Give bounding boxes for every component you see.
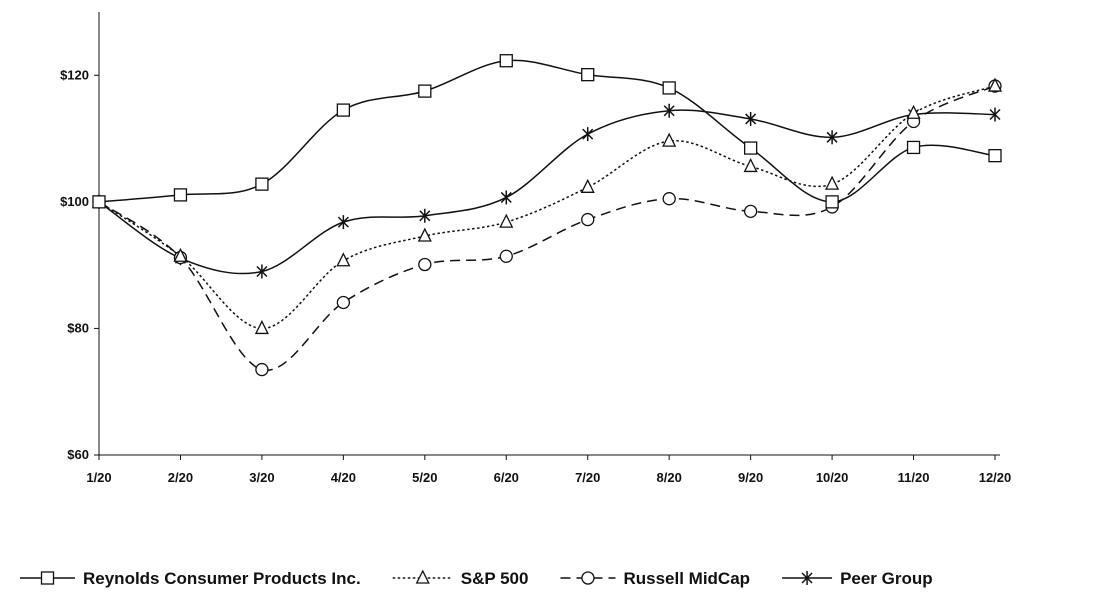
data-point: [256, 264, 268, 279]
legend-label: Reynolds Consumer Products Inc.: [83, 569, 361, 588]
plot-area: [91, 54, 1003, 377]
data-point: [500, 190, 512, 205]
series-reynolds-consumer-products-inc-: [92, 54, 1002, 209]
x-tick-label: 7/20: [575, 470, 600, 485]
x-tick-label: 1/20: [86, 470, 111, 485]
y-axis: $60 $80 $100 $120: [60, 12, 100, 462]
series-line: [98, 85, 996, 371]
data-point: [826, 130, 838, 145]
data-point: [582, 127, 594, 142]
series-peer-group: [93, 103, 1001, 279]
x-tick-label: 10/20: [816, 470, 849, 485]
legend: Reynolds Consumer Products Inc. S&P 500 Ru…: [20, 569, 933, 588]
y-tick-label: $60: [67, 447, 89, 462]
data-point: [743, 141, 758, 155]
series-line: [98, 109, 996, 275]
data-point: [825, 175, 840, 190]
data-point: [418, 84, 432, 98]
legend-label: Russell MidCap: [623, 569, 750, 588]
data-point: [987, 77, 1003, 92]
data-point: [663, 103, 675, 118]
data-point: [337, 215, 349, 230]
data-point: [92, 195, 106, 209]
x-tick-label: 5/20: [412, 470, 437, 485]
data-point: [581, 68, 595, 82]
y-tick-label: $80: [67, 320, 89, 335]
y-tick-label: $100: [60, 194, 89, 209]
data-point: [906, 140, 921, 155]
legend-marker: [801, 571, 813, 585]
data-point: [988, 149, 1002, 163]
data-point: [906, 104, 921, 119]
data-point: [336, 103, 351, 117]
data-point: [580, 178, 595, 193]
data-point: [662, 132, 677, 147]
data-point: [743, 204, 758, 219]
x-tick-label: 11/20: [898, 470, 930, 485]
data-point: [417, 227, 432, 242]
data-point: [499, 54, 513, 68]
legend-item: Peer Group: [782, 569, 933, 588]
data-point: [419, 208, 431, 223]
x-tick-label: 12/20: [979, 470, 1012, 485]
data-point: [825, 195, 839, 209]
legend-item: S&P 500: [392, 569, 529, 588]
data-point: [255, 362, 269, 377]
data-point: [989, 107, 1001, 122]
legend-item: Russell MidCap: [560, 569, 750, 588]
data-point: [662, 81, 676, 95]
legend-marker: [415, 569, 430, 584]
legend-item: Reynolds Consumer Products Inc.: [20, 569, 361, 588]
legend-label: S&P 500: [461, 569, 529, 588]
series-russell-midcap: [92, 79, 1002, 377]
x-tick-label: 9/20: [738, 470, 763, 485]
x-tick-label: 3/20: [249, 470, 274, 485]
data-point: [499, 249, 513, 263]
x-tick-label: 4/20: [331, 470, 356, 485]
legend-label: Peer Group: [840, 569, 933, 588]
y-tick-label: $120: [60, 67, 89, 82]
data-point: [581, 212, 595, 227]
data-point: [499, 213, 514, 228]
series-s-p-500: [91, 77, 1003, 335]
data-point: [254, 319, 269, 335]
data-point: [173, 247, 188, 262]
legend-marker: [40, 571, 55, 585]
x-axis: 1/20 2/20 3/20 4/20 5/20 6/20 7/20 8/20 9/20 10/2…: [86, 454, 1012, 485]
series-line: [98, 85, 996, 330]
x-tick-label: 2/20: [168, 470, 193, 485]
data-point: [745, 111, 757, 126]
x-tick-label: 6/20: [494, 470, 519, 485]
data-point: [662, 192, 676, 206]
legend-marker: [581, 571, 595, 585]
data-point: [336, 295, 351, 310]
data-point: [743, 157, 758, 173]
data-point: [255, 177, 269, 191]
data-point: [336, 252, 351, 267]
data-point: [173, 188, 188, 202]
x-tick-label: 8/20: [657, 470, 682, 485]
data-point: [418, 257, 432, 272]
